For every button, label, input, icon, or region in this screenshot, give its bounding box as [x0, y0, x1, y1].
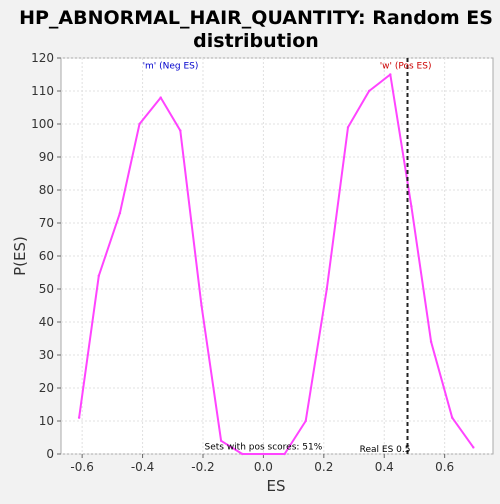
- x-tick-label: -0.6: [70, 460, 93, 474]
- y-tick-label: 50: [39, 282, 54, 296]
- data-point: [325, 287, 329, 291]
- y-tick-label: 120: [31, 51, 54, 65]
- y-tick-label: 30: [39, 348, 54, 362]
- data-point: [389, 73, 392, 76]
- x-tick-label: -0.2: [191, 460, 214, 474]
- data-point: [451, 416, 454, 419]
- pos-scores-annotation: Sets with pos scores: 51%: [204, 443, 322, 453]
- y-tick-label: 70: [39, 216, 54, 230]
- data-point: [200, 304, 203, 307]
- data-point: [367, 89, 371, 93]
- data-point: [304, 419, 307, 423]
- data-point: [429, 340, 433, 343]
- x-tick-label: 0.6: [435, 460, 454, 474]
- data-point: [118, 211, 122, 215]
- data-point: [283, 452, 286, 456]
- y-tick-label: 80: [39, 183, 54, 197]
- chart-title-line1: HP_ABNORMAL_HAIR_QUANTITY: Random ES: [19, 7, 493, 29]
- y-tick-label: 100: [31, 117, 54, 131]
- y-axis-label: P(ES): [11, 236, 29, 276]
- pos-es-annotation: 'w' (Pos ES): [380, 62, 432, 72]
- data-point: [241, 452, 244, 456]
- data-point: [219, 439, 223, 442]
- data-point: [179, 129, 182, 132]
- data-point: [410, 205, 413, 208]
- x-tick-label: 0.4: [375, 460, 394, 474]
- real-es-label: Real ES 0.5: [360, 445, 411, 455]
- y-tick-label: 90: [39, 150, 54, 164]
- y-tick-label: 60: [39, 249, 54, 263]
- y-tick-label: 110: [31, 84, 54, 98]
- data-point: [159, 96, 162, 99]
- data-point: [77, 416, 81, 419]
- axes-layer: 0 10 20 30 40 50 60 70 80 90 100 110 120 -0.6 -0.4 -0.2…: [31, 51, 454, 474]
- y-tick-label: 40: [39, 315, 54, 329]
- data-point: [346, 126, 350, 129]
- data-point: [138, 122, 141, 126]
- x-tick-label: 0.2: [314, 460, 333, 474]
- y-tick-label: 20: [39, 381, 54, 395]
- y-tick-label: 0: [46, 447, 54, 461]
- x-axis-label: ES: [267, 477, 286, 495]
- x-tick-label: -0.4: [131, 460, 154, 474]
- data-point: [472, 446, 475, 449]
- y-tick-label: 10: [39, 414, 54, 428]
- data-point: [97, 274, 100, 277]
- annotation-layer: Real ES 0.5 'm' (Neg ES) 'w' (Pos ES) Sets …: [143, 58, 432, 455]
- neg-es-annotation: 'm' (Neg ES): [143, 62, 199, 72]
- chart-title-line2: distribution: [193, 30, 319, 52]
- x-tick-label: 0.0: [254, 460, 273, 474]
- data-point: [262, 452, 265, 456]
